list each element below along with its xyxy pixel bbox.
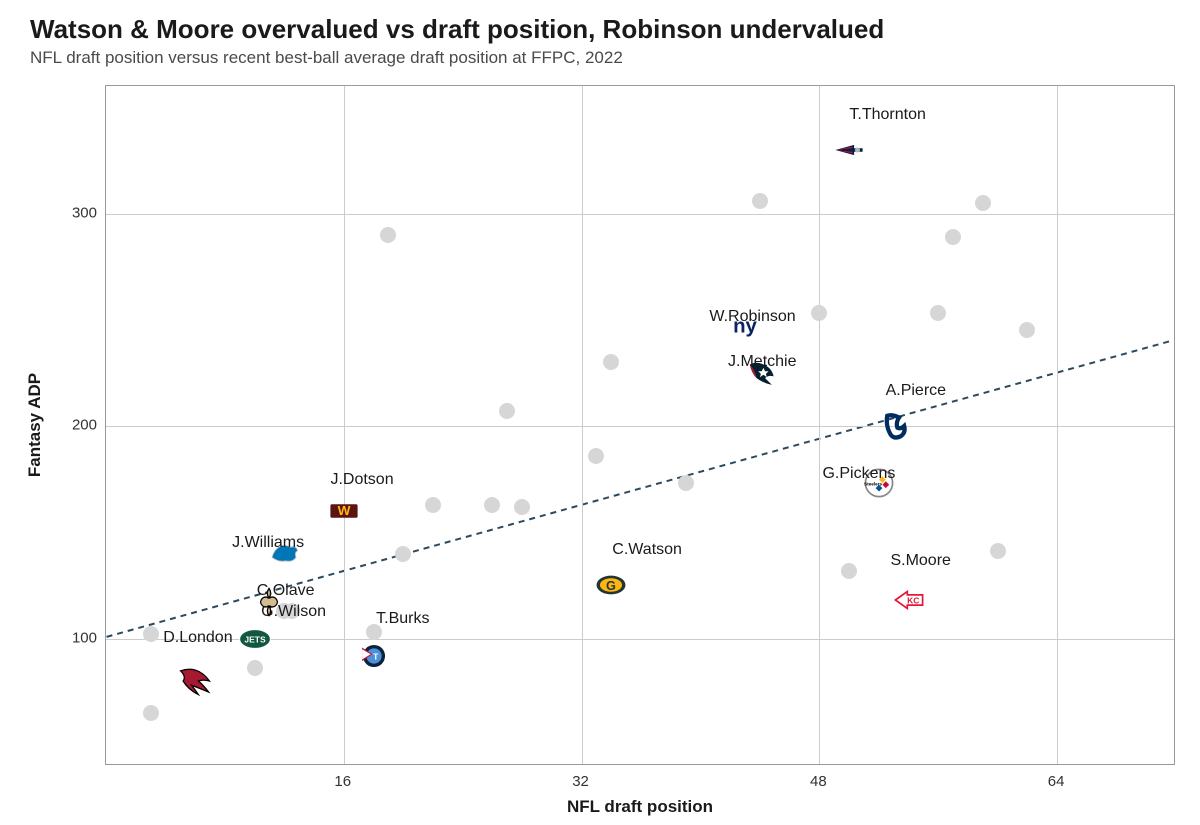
- plot-area: D.LondonJETSG.WilsonTT.BurksC.OlaveJ.Wil…: [105, 85, 1175, 765]
- scatter-point: [395, 546, 411, 562]
- scatter-point: [514, 499, 530, 515]
- scatter-point: [247, 660, 263, 676]
- lions-logo-icon: [267, 537, 301, 571]
- gridline-h: [106, 639, 1174, 640]
- svg-text:T: T: [373, 651, 379, 661]
- labeled-player-point: D.London: [178, 664, 212, 698]
- labeled-player-point: J.Metchie: [743, 356, 777, 390]
- x-axis-label: NFL draft position: [567, 797, 713, 817]
- falcons-logo-icon: [178, 664, 212, 698]
- y-tick-label: 300: [63, 204, 97, 221]
- gridline-v: [819, 86, 820, 764]
- scatter-point: [499, 403, 515, 419]
- y-axis-label: Fantasy ADP: [25, 373, 45, 477]
- labeled-player-point: GC.Watson: [594, 568, 628, 602]
- x-tick-label: 16: [334, 773, 351, 790]
- x-tick-label: 32: [572, 773, 589, 790]
- scatter-point: [930, 305, 946, 321]
- scatter-point: [1019, 322, 1035, 338]
- gridline-v: [344, 86, 345, 764]
- scatter-point: [588, 448, 604, 464]
- scatter-point: [484, 497, 500, 513]
- chart-subtitle: NFL draft position versus recent best-ba…: [30, 48, 623, 68]
- y-tick-label: 100: [63, 629, 97, 646]
- scatter-point: [990, 543, 1006, 559]
- svg-text:Steelers: Steelers: [864, 482, 883, 487]
- scatter-point: [425, 497, 441, 513]
- labeled-player-point: nyW.Robinson: [728, 307, 762, 341]
- scatter-point: [841, 563, 857, 579]
- giants-logo-icon: ny: [728, 307, 762, 341]
- svg-text:ny: ny: [733, 316, 757, 338]
- scatter-point: [945, 229, 961, 245]
- scatter-point: [975, 195, 991, 211]
- chiefs-logo-icon: KC: [892, 583, 926, 617]
- scatter-point: [284, 603, 300, 619]
- scatter-point: [752, 193, 768, 209]
- steelers-logo-icon: Steelers: [862, 466, 896, 500]
- trend-line: [106, 86, 1174, 764]
- texans-logo-icon: [743, 356, 777, 390]
- player-label: A.Pierce: [886, 382, 946, 400]
- labeled-player-point: SteelersG.Pickens: [862, 466, 896, 500]
- labeled-player-point: T.Thornton: [832, 133, 866, 167]
- x-tick-label: 64: [1048, 773, 1065, 790]
- scatter-point: [366, 624, 382, 640]
- gridline-h: [106, 214, 1174, 215]
- labeled-player-point: KCS.Moore: [892, 583, 926, 617]
- player-label: J.Metchie: [728, 353, 796, 371]
- labeled-player-point: TT.Burks: [357, 639, 391, 673]
- x-tick-label: 48: [810, 773, 827, 790]
- player-label: G.Pickens: [822, 465, 895, 483]
- player-label: J.Williams: [232, 534, 304, 552]
- scatter-point: [143, 705, 159, 721]
- scatter-point: [603, 354, 619, 370]
- player-label: C.Watson: [612, 541, 682, 559]
- player-label: T.Thornton: [849, 106, 925, 124]
- scatter-point: [380, 227, 396, 243]
- packers-logo-icon: G: [594, 568, 628, 602]
- scatter-point: [678, 475, 694, 491]
- player-label: C.Olave: [257, 582, 315, 600]
- gridline-h: [106, 426, 1174, 427]
- svg-text:KC: KC: [907, 596, 919, 606]
- svg-text:G: G: [606, 578, 616, 593]
- chart-title: Watson & Moore overvalued vs draft posit…: [30, 14, 884, 45]
- gridline-v: [1057, 86, 1058, 764]
- y-tick-label: 200: [63, 417, 97, 434]
- player-label: T.Burks: [376, 610, 429, 628]
- player-label: W.Robinson: [709, 308, 795, 326]
- gridline-v: [582, 86, 583, 764]
- patriots-logo-icon: [832, 133, 866, 167]
- player-label: S.Moore: [890, 552, 950, 570]
- labeled-player-point: J.Williams: [267, 537, 301, 571]
- scatter-point: [143, 626, 159, 642]
- player-label: J.Dotson: [330, 471, 393, 489]
- titans-logo-icon: T: [357, 639, 391, 673]
- scatter-point: [811, 305, 827, 321]
